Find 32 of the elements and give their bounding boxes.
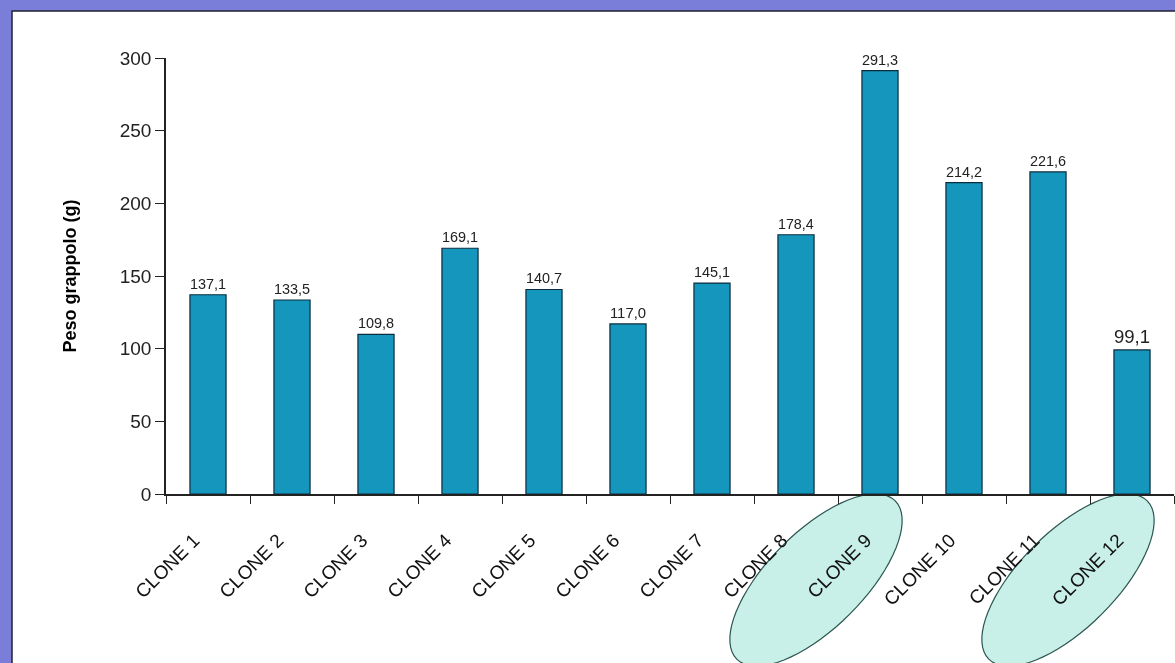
data-label: 99,1 <box>1113 326 1151 348</box>
bar <box>357 333 395 494</box>
data-label: 178,4 <box>777 215 814 232</box>
data-label: 221,6 <box>1029 152 1067 169</box>
data-label: 145,1 <box>693 264 731 281</box>
y-tick-label: 300 <box>119 47 152 69</box>
bar <box>861 70 899 494</box>
data-label: 109,8 <box>357 315 395 332</box>
bar <box>273 299 311 494</box>
y-tick-label: 150 <box>119 265 152 287</box>
y-tick-label: 50 <box>130 410 152 432</box>
y-tick-label: 0 <box>140 483 152 505</box>
data-label: 214,2 <box>945 163 983 180</box>
y-tick-label: 250 <box>119 120 152 142</box>
y-axis-title: Peso grappolo (g) <box>60 199 81 353</box>
bar <box>525 288 563 494</box>
data-label: 169,1 <box>441 229 479 246</box>
bar <box>609 323 647 494</box>
data-label: 117,0 <box>609 304 647 321</box>
bar <box>189 294 227 494</box>
data-label: 140,7 <box>525 270 563 287</box>
bar <box>693 282 731 494</box>
data-label: 133,5 <box>273 280 311 297</box>
data-label: 137,1 <box>189 275 227 292</box>
bar <box>1113 349 1151 494</box>
y-tick-label: 200 <box>119 192 152 214</box>
bar <box>945 182 983 494</box>
bar <box>777 234 815 494</box>
data-label: 291,3 <box>861 51 899 68</box>
y-tick-label: 100 <box>119 338 152 360</box>
bar <box>1029 171 1067 494</box>
bar <box>441 247 479 494</box>
